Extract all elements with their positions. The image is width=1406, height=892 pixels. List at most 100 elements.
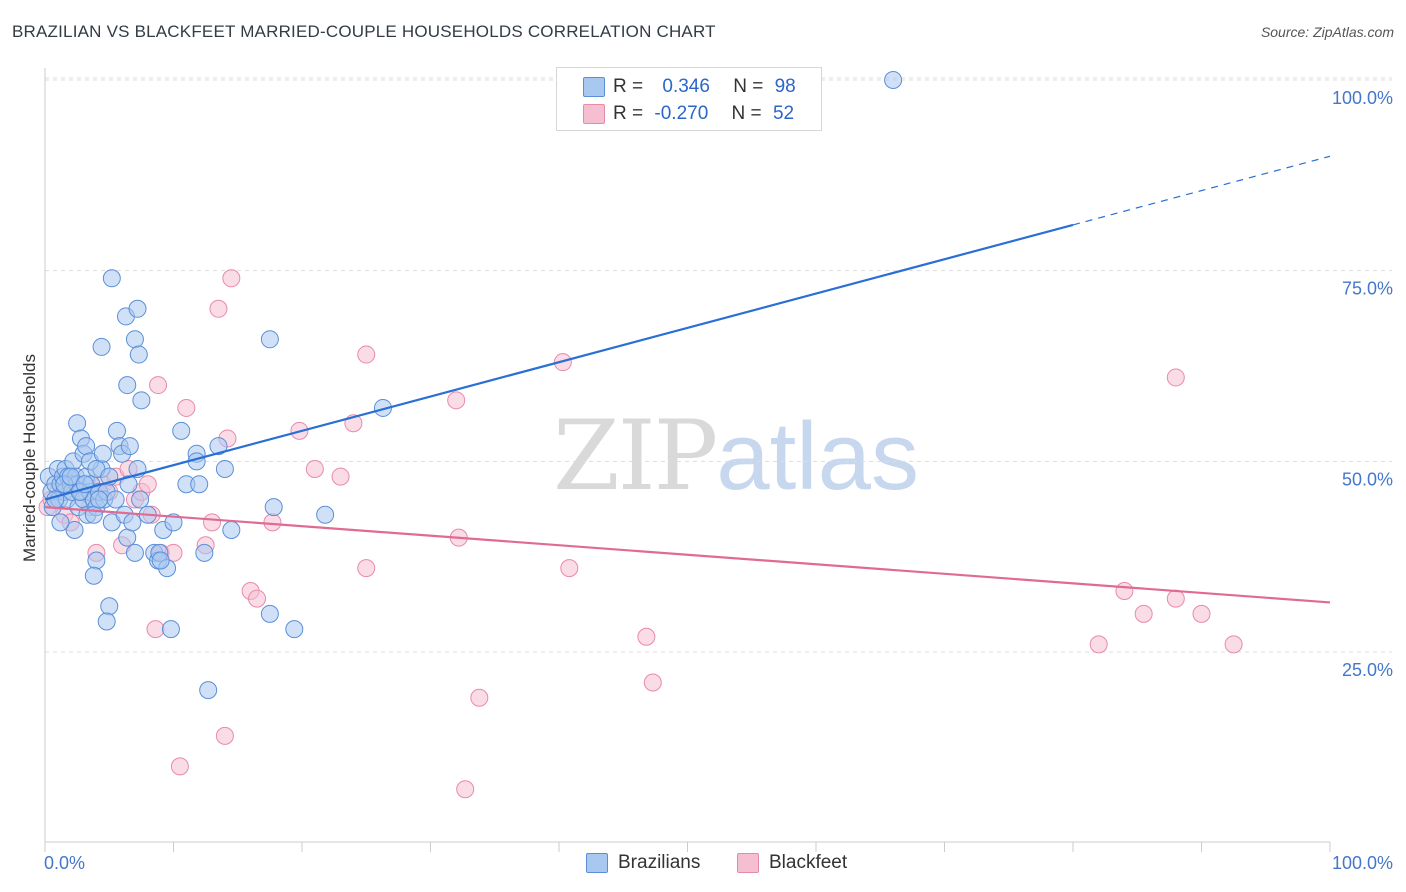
- brazilians-point: [89, 490, 108, 509]
- blackfeet-point: [149, 376, 168, 395]
- brazilians-point: [884, 71, 903, 89]
- brazilians-point: [125, 543, 144, 562]
- blackfeet-trend-line: [44, 505, 1331, 604]
- blackfeet-point: [222, 269, 241, 288]
- brazilians-n-value: 98: [774, 76, 796, 97]
- blackfeet-point: [1166, 368, 1185, 387]
- blackfeet-point: [637, 627, 656, 646]
- blackfeet-r-value: -0.270: [654, 103, 709, 124]
- brazilians-point: [51, 513, 70, 532]
- blackfeet-point: [447, 391, 466, 410]
- gridlines: [45, 77, 1392, 653]
- brazilians-swatch: [583, 77, 605, 97]
- axis-labels: 25.0% 50.0% 75.0% 100.0% 0.0% 100.0% Married-c…: [20, 88, 1393, 873]
- blackfeet-legend-label: Blackfeet: [769, 852, 848, 873]
- brazilians-point: [215, 459, 234, 478]
- brazilians-point: [100, 597, 119, 616]
- blackfeet-point: [203, 513, 222, 532]
- watermark-atlas: atlas: [716, 403, 919, 510]
- blackfeet-point: [263, 513, 282, 532]
- watermark: ZIPatlas: [553, 400, 919, 512]
- brazilians-point: [118, 528, 137, 547]
- x-tick-label-max: 100.0%: [1332, 853, 1393, 873]
- blackfeet-point: [1115, 581, 1134, 600]
- blackfeet-point: [209, 299, 228, 318]
- brazilians-point: [118, 376, 137, 395]
- y-axis-title: Married-couple Households: [20, 354, 39, 562]
- legend-text-blackfeet: R = -0.270 N = 52: [613, 103, 794, 125]
- blackfeet-point: [456, 780, 475, 799]
- blackfeet-point: [215, 726, 234, 745]
- blackfeet-point: [146, 620, 165, 639]
- legend-text-brazilians: R = 0.346 N = 98: [613, 76, 796, 98]
- brazilians-point: [120, 437, 139, 456]
- brazilians-trend-line: [44, 223, 1074, 501]
- brazilians-point: [106, 490, 125, 509]
- y-tick-label: 75.0%: [1342, 279, 1393, 299]
- brazilians-point: [102, 269, 121, 288]
- blackfeet-point: [357, 559, 376, 578]
- brazilians-point: [93, 444, 112, 463]
- r-label: R =: [613, 103, 644, 124]
- blackfeet-point: [1192, 604, 1211, 623]
- brazilians-point: [260, 330, 279, 349]
- brazilians-point: [199, 681, 218, 700]
- brazilians-point: [61, 467, 80, 486]
- blackfeet-point: [177, 398, 196, 417]
- brazilians-point: [84, 505, 103, 524]
- blackfeet-point: [248, 589, 267, 608]
- brazilians-point: [107, 421, 126, 440]
- source-label: Source: ZipAtlas.com: [1260, 24, 1394, 40]
- brazilians-point: [260, 604, 279, 623]
- brazilians-point: [46, 490, 65, 509]
- blackfeet-point: [357, 345, 376, 364]
- brazilians-point: [128, 299, 147, 318]
- brazilians-points: [39, 71, 903, 700]
- n-label: N =: [733, 76, 764, 97]
- brazilians-point: [77, 437, 96, 456]
- brazilians-point: [222, 520, 241, 539]
- brazilians-trend-extension: [1072, 155, 1331, 226]
- brazilians-point: [92, 337, 111, 356]
- brazilians-point: [195, 543, 214, 562]
- blackfeet-point: [1166, 589, 1185, 608]
- blackfeet-point: [170, 757, 189, 776]
- n-label: N =: [731, 103, 762, 124]
- chart-title: BRAZILIAN VS BLACKFEET MARRIED-COUPLE HO…: [12, 22, 716, 41]
- brazilians-r-value: 0.346: [662, 76, 710, 97]
- blackfeet-point: [643, 673, 662, 692]
- brazilians-legend-label: Brazilians: [618, 852, 701, 873]
- brazilians-point: [132, 391, 151, 410]
- brazilians-point: [84, 566, 103, 585]
- y-tick-label: 25.0%: [1342, 660, 1393, 680]
- y-tick-label: 50.0%: [1342, 469, 1393, 489]
- brazilians-point: [97, 612, 116, 631]
- brazilians-point: [209, 437, 228, 456]
- brazilians-point: [131, 490, 150, 509]
- axes: [44, 68, 1331, 852]
- blackfeet-point: [1089, 635, 1108, 654]
- brazilians-point: [123, 513, 142, 532]
- blackfeet-swatch: [583, 104, 605, 124]
- brazilians-point: [285, 620, 304, 639]
- brazilians-point: [129, 345, 148, 364]
- r-label: R =: [613, 76, 644, 97]
- brazilians-point: [264, 498, 283, 517]
- blackfeet-point: [331, 467, 350, 486]
- correlation-legend: R = 0.346 N = 98 R = -0.270 N = 52: [556, 67, 822, 131]
- brazilians-legend-swatch: [586, 853, 608, 873]
- blackfeet-point: [305, 459, 324, 478]
- brazilians-point: [161, 620, 180, 639]
- blackfeet-point: [470, 688, 489, 707]
- brazilians-point: [68, 414, 87, 433]
- blackfeet-n-value: 52: [772, 103, 795, 124]
- brazilians-point: [87, 551, 106, 570]
- trend-lines: [44, 155, 1331, 604]
- blackfeet-points: [38, 269, 1243, 799]
- watermark-zip: ZIP: [553, 400, 718, 512]
- brazilians-point: [119, 475, 138, 494]
- y-tick-label: 100.0%: [1332, 88, 1393, 108]
- blackfeet-point: [1134, 604, 1153, 623]
- brazilians-point: [65, 520, 84, 539]
